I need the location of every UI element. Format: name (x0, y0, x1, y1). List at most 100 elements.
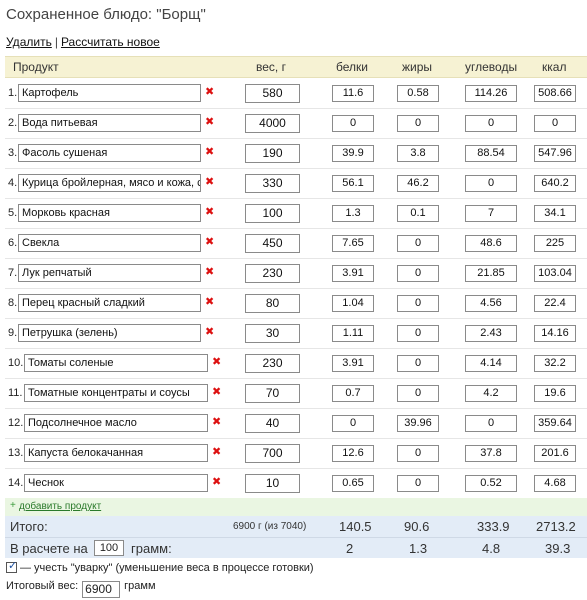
weight-input[interactable]: 230 (245, 264, 300, 283)
product-name-input[interactable]: Свекла (18, 234, 201, 252)
delete-icon[interactable]: ✖ (205, 86, 215, 98)
carbs-value: 4.14 (465, 355, 517, 372)
add-product-row: + добавить продукт (5, 498, 587, 516)
weight-input[interactable]: 580 (245, 84, 300, 103)
kcal-value: 508.66 (534, 85, 576, 102)
proteins-value: 56.1 (332, 175, 374, 192)
row-index: 8. (8, 297, 18, 309)
weight-input[interactable]: 4000 (245, 114, 300, 133)
table-row: 5. Морковь красная ✖ 100 1.3 0.1 7 34.1 (5, 199, 587, 229)
boil-option: — учесть "уварку" (уменьшение веса в про… (6, 559, 314, 574)
table-row: 7. Лук репчатый ✖ 230 3.91 0 21.85 103.04 (5, 259, 587, 289)
weight-input[interactable]: 80 (245, 294, 300, 313)
header-fats: жиры (402, 60, 433, 74)
delete-icon[interactable]: ✖ (205, 116, 215, 128)
table-row: 4. Курица бройлерная, мясо и кожа, с ✖ 330 5… (5, 169, 587, 199)
fats-value: 46.2 (397, 175, 439, 192)
header-carbs: углеводы (465, 60, 518, 74)
final-weight-label: Итоговый вес: (6, 580, 79, 592)
delete-icon[interactable]: ✖ (205, 146, 215, 158)
delete-icon[interactable]: ✖ (205, 326, 215, 338)
proteins-value: 7.65 (332, 235, 374, 252)
product-name-input[interactable]: Морковь красная (18, 204, 201, 222)
fats-value: 0 (397, 265, 439, 282)
product-name-input[interactable]: Фасоль сушеная (18, 144, 201, 162)
product-name-input[interactable]: Петрушка (зелень) (18, 324, 201, 342)
per-proteins: 2 (346, 541, 354, 556)
kcal-value: 0 (534, 115, 576, 132)
carbs-value: 0 (465, 415, 517, 432)
table-row: 2. Вода питьевая ✖ 4000 0 0 0 0 (5, 109, 587, 139)
kcal-value: 19.6 (534, 385, 576, 402)
kcal-value: 359.64 (534, 415, 576, 432)
delete-icon[interactable]: ✖ (205, 206, 215, 218)
product-name-input[interactable]: Картофель (18, 84, 201, 102)
carbs-value: 2.43 (465, 325, 517, 342)
product-name-input[interactable]: Чеснок (24, 474, 208, 492)
delete-icon[interactable]: ✖ (212, 386, 222, 398)
total-kcal: 2713.2 (536, 519, 576, 534)
table-row: 8. Перец красный сладкий ✖ 80 1.04 0 4.56 22.4 (5, 289, 587, 319)
fats-value: 0.58 (397, 85, 439, 102)
product-name-input[interactable]: Капуста белокачанная (24, 444, 208, 462)
proteins-value: 3.91 (332, 265, 374, 282)
page-title: Сохраненное блюдо: "Борщ" (6, 6, 206, 23)
per-amount-input[interactable]: 100 (94, 540, 124, 556)
add-product-link[interactable]: добавить продукт (19, 501, 102, 512)
row-index: 14. (8, 477, 24, 489)
weight-input[interactable]: 30 (245, 324, 300, 343)
product-name-input[interactable]: Лук репчатый (18, 264, 201, 282)
delete-icon[interactable]: ✖ (205, 236, 215, 248)
weight-input[interactable]: 190 (245, 144, 300, 163)
fats-value: 39.96 (397, 415, 439, 432)
product-name-input[interactable]: Подсолнечное масло (24, 414, 208, 432)
row-index: 1. (8, 87, 18, 99)
product-name-input[interactable]: Перец красный сладкий (18, 294, 201, 312)
fats-value: 0 (397, 385, 439, 402)
total-fats: 90.6 (404, 519, 430, 534)
table-row: 1. Картофель ✖ 580 11.6 0.58 114.26 508.66 (5, 79, 587, 109)
weight-input[interactable]: 70 (245, 384, 300, 403)
delete-icon[interactable]: ✖ (212, 446, 222, 458)
carbs-value: 0.52 (465, 475, 517, 492)
new-calc-link[interactable]: Рассчитать новое (60, 35, 160, 49)
delete-icon[interactable]: ✖ (205, 176, 215, 188)
weight-input[interactable]: 100 (245, 204, 300, 223)
proteins-value: 12.6 (332, 445, 374, 462)
product-name-input[interactable]: Томатные концентраты и соусы (24, 384, 208, 402)
proteins-value: 3.91 (332, 355, 374, 372)
per-carbs: 4.8 (482, 541, 501, 556)
delete-link[interactable]: Удалить (6, 35, 52, 49)
boil-checkbox[interactable] (6, 559, 17, 573)
delete-icon[interactable]: ✖ (212, 476, 222, 488)
fats-value: 3.8 (397, 145, 439, 162)
kcal-value: 103.04 (534, 265, 576, 282)
product-name-input[interactable]: Вода питьевая (18, 114, 201, 132)
kcal-value: 14.16 (534, 325, 576, 342)
fats-value: 0 (397, 445, 439, 462)
delete-icon[interactable]: ✖ (205, 266, 215, 278)
proteins-value: 39.9 (332, 145, 374, 162)
product-name-input[interactable]: Курица бройлерная, мясо и кожа, с (18, 174, 201, 192)
row-index: 6. (8, 237, 18, 249)
fats-value: 0.1 (397, 205, 439, 222)
carbs-value: 0 (465, 115, 517, 132)
delete-icon[interactable]: ✖ (212, 356, 222, 368)
final-weight-input[interactable]: 6900 (82, 581, 121, 598)
kcal-value: 640.2 (534, 175, 576, 192)
per-label-after: грамм: (131, 541, 172, 556)
delete-icon[interactable]: ✖ (212, 416, 222, 428)
weight-input[interactable]: 40 (245, 414, 300, 433)
product-name-input[interactable]: Томаты соленые (24, 354, 208, 372)
weight-input[interactable]: 450 (245, 234, 300, 253)
weight-input[interactable]: 330 (245, 174, 300, 193)
row-index: 4. (8, 177, 18, 189)
weight-input[interactable]: 700 (245, 444, 300, 463)
fats-value: 0 (397, 475, 439, 492)
weight-input[interactable]: 230 (245, 354, 300, 373)
delete-icon[interactable]: ✖ (205, 296, 215, 308)
per-amount-row: В расчете на 100 грамм: 2 1.3 4.8 39.3 (5, 537, 587, 558)
row-index: 9. (8, 327, 18, 339)
weight-input[interactable]: 10 (245, 474, 300, 493)
header-proteins: белки (336, 60, 368, 74)
